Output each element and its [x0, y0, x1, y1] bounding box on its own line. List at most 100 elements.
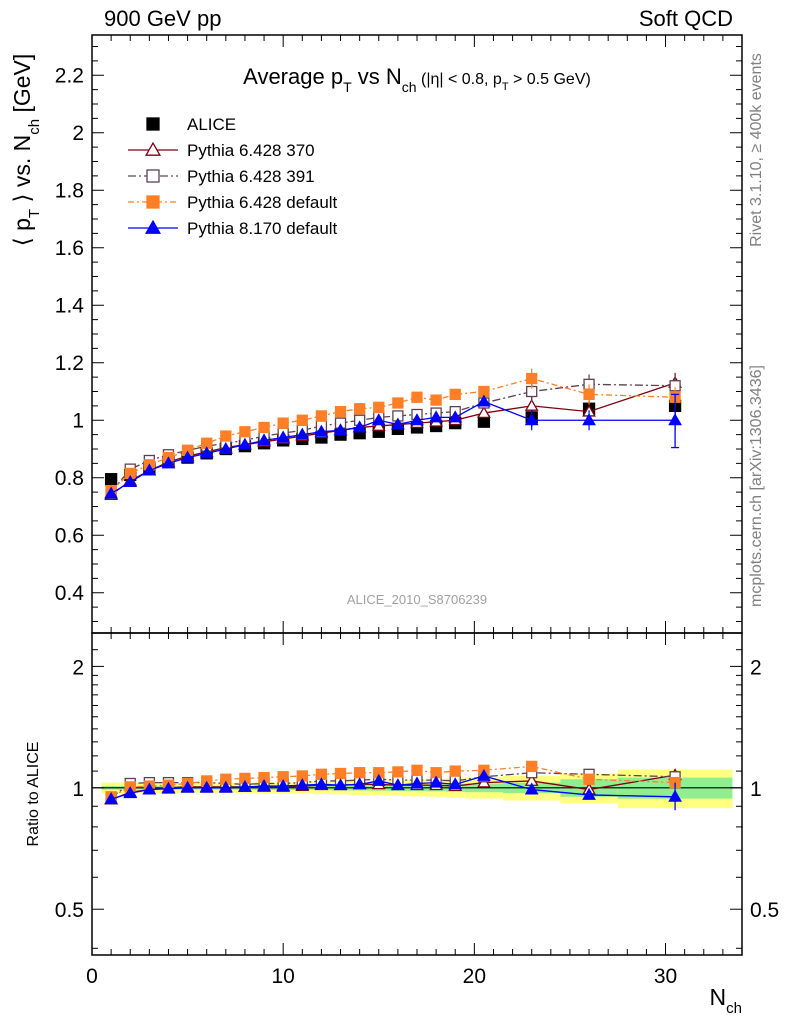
legend-label: Pythia 6.428 391 [187, 167, 315, 186]
y-tick-label: 2.2 [55, 64, 84, 87]
data-point [410, 413, 424, 426]
data-point [314, 424, 329, 437]
data-point [353, 403, 366, 415]
ratio-point [199, 780, 214, 793]
legend-entry: ALICE [146, 115, 236, 134]
data-point [430, 394, 442, 406]
data-point [258, 421, 270, 434]
data-point [411, 391, 423, 403]
data-point [220, 430, 232, 442]
ratio-point [104, 792, 118, 805]
ratio-point [276, 779, 291, 792]
ratio-point [180, 780, 195, 793]
data-point [333, 423, 348, 436]
data-point [199, 446, 214, 459]
ratio-point [449, 765, 461, 777]
ratio-point [334, 767, 347, 780]
ratio-point [333, 778, 348, 791]
ratio-point [161, 781, 176, 794]
legend-marker [144, 141, 162, 156]
ratio-y-tick-label-right: 2 [750, 656, 762, 679]
data-point [449, 388, 461, 401]
ratio-point [257, 779, 271, 792]
data-point [391, 417, 405, 430]
data-point [142, 463, 157, 476]
ratio-point [582, 787, 596, 800]
ratio-point [352, 777, 367, 790]
legend-entry: Pythia 8.170 default [128, 219, 338, 238]
ratio-point [526, 760, 538, 773]
data-point [295, 427, 310, 440]
category-label: Soft QCD [638, 6, 733, 31]
ratio-point [583, 773, 595, 785]
y-tick-label: 1.4 [55, 294, 85, 317]
ratio-y-tick-label: 2 [72, 656, 84, 679]
data-point [526, 372, 538, 385]
rivet-version-label: Rivet 3.1.10, ≥ 400k events [748, 53, 765, 247]
ratio-point [477, 768, 491, 781]
ratio-y-tick-label-right: 1 [750, 778, 762, 801]
ratio-point [353, 767, 366, 779]
chart-title: Average pT vs Nch (|η| < 0.8, pT > 0.5 G… [243, 64, 591, 95]
data-point [373, 401, 385, 413]
ratio-point [123, 786, 138, 799]
analysis-id-label: ALICE_2010_S8706239 [347, 592, 487, 607]
data-point [352, 420, 367, 433]
data-point [371, 413, 386, 426]
legend-entry: Pythia 6.428 default [128, 193, 338, 212]
ratio-point [411, 764, 423, 776]
legend-label: ALICE [187, 115, 236, 134]
ratio-point [371, 773, 386, 786]
data-point [276, 430, 291, 443]
data-point [524, 413, 539, 426]
data-point [104, 473, 118, 486]
ratio-point [314, 777, 329, 790]
series-pythia-8-170-default [104, 394, 682, 499]
data-point [583, 388, 595, 401]
data-point [238, 437, 252, 450]
data-point [477, 394, 491, 407]
legend-marker [146, 195, 160, 209]
y-tick-label: 1.8 [55, 179, 84, 202]
y-axis-label: ⟨ pT ⟩ vs. Nch [GeV] [9, 54, 43, 247]
ratio-series-pythia-8-170-default [104, 768, 682, 805]
data-point [371, 418, 386, 431]
data-point [218, 441, 233, 454]
y-tick-label: 0.6 [55, 524, 84, 547]
x-axis-label: Nch [710, 984, 742, 1017]
data-point [296, 414, 308, 426]
legend-marker [144, 219, 162, 234]
y-tick-label: 1 [72, 409, 84, 432]
ratio-point [429, 775, 443, 788]
ratio-point [218, 780, 233, 793]
y-tick-label: 0.8 [55, 467, 84, 490]
data-point [582, 413, 596, 426]
x-tick-label: 0 [86, 965, 98, 988]
ratio-y-tick-label: 1 [72, 778, 84, 801]
legend-label: Pythia 8.170 default [187, 219, 338, 238]
y-tick-label: 1.2 [55, 352, 84, 375]
ratio-point [142, 782, 157, 795]
data-point [315, 410, 328, 422]
ratio-y-axis-label: Ratio to ALICE [25, 742, 42, 847]
ratio-point [238, 779, 252, 792]
ratio-point [392, 766, 404, 778]
mcplots-label: mcplots.cern.ch [arXiv:1306.3436] [748, 365, 765, 607]
legend-label: Pythia 6.428 370 [187, 141, 315, 160]
data-point [477, 406, 491, 419]
legend-marker [146, 117, 160, 131]
ratio-y-tick-label-right: 0.5 [750, 899, 779, 922]
data-point [429, 410, 443, 423]
legend-entry: Pythia 6.428 370 [128, 141, 315, 160]
data-point [448, 410, 463, 423]
data-point [257, 433, 271, 446]
data-point [180, 450, 195, 463]
ratio-point [524, 782, 539, 795]
legend-entry: Pythia 6.428 391 [128, 167, 315, 186]
legend-label: Pythia 6.428 default [187, 193, 338, 212]
data-point [239, 426, 251, 438]
y-tick-label: 0.4 [55, 582, 85, 605]
data-point [161, 456, 176, 469]
ratio-point [448, 777, 463, 790]
